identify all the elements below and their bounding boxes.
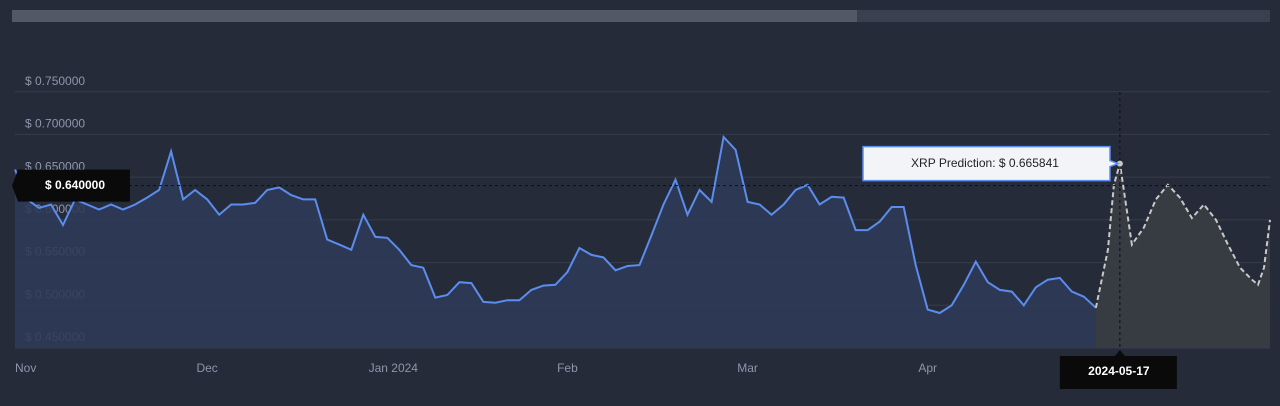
- x-tick-label: Dec: [196, 361, 217, 375]
- marks: [14, 134, 1271, 348]
- tooltip-box: [862, 145, 1120, 182]
- y-tick-label: $ 0.750000: [25, 74, 85, 88]
- crosshair-date-arrow: [1114, 350, 1125, 356]
- x-tick-label: Feb: [557, 361, 578, 375]
- crosshair-date-box: [1059, 356, 1177, 389]
- line: [1094, 163, 1271, 309]
- line: [14, 134, 1097, 315]
- area: [15, 137, 1096, 348]
- marker-label: $ 0.640000: [45, 178, 105, 192]
- x-tick-label: Mar: [737, 361, 758, 375]
- x-tick-label: Jan 2024: [369, 361, 419, 375]
- x-tick-label: Nov: [15, 361, 36, 375]
- crosshair-date: 2024-05-17: [1088, 364, 1150, 378]
- overlay: $ 0.640000 2024-05-17 XRP Prediction: $ 0.…: [12, 92, 1270, 389]
- x-tick-label: Apr: [918, 361, 937, 375]
- tooltip-label: XRP Prediction: $ 0.665841: [911, 156, 1059, 170]
- y-tick-label: $ 0.700000: [25, 117, 85, 131]
- area: [1095, 163, 1270, 348]
- scrollbar-thumb[interactable]: [12, 10, 857, 22]
- marker-box: [12, 169, 130, 202]
